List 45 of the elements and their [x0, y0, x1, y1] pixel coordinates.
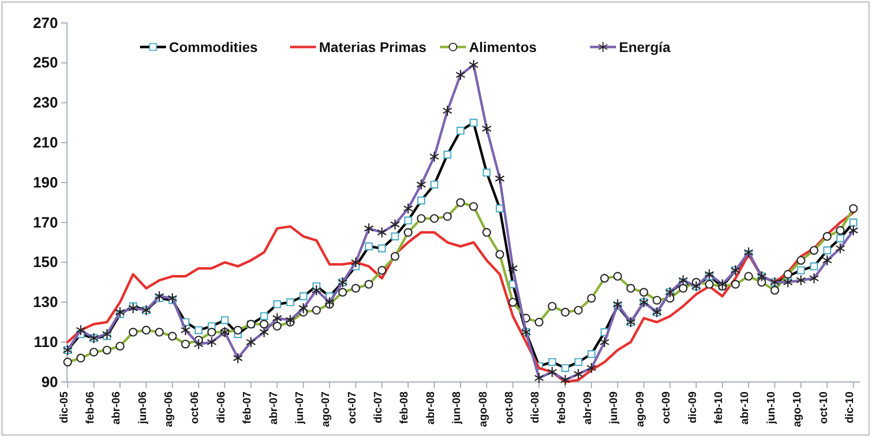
y-tick-label: 130 — [32, 294, 58, 312]
y-tick-label: 270 — [32, 14, 58, 32]
x-tick-label: dic-10 — [844, 392, 856, 424]
x-tick-label: feb-09 — [556, 392, 568, 424]
y-tick-label: 210 — [32, 134, 58, 152]
x-tick-label: abr-06 — [110, 392, 123, 425]
x-tick-label: jun-06 — [136, 392, 149, 425]
x-tick-label: feb-06 — [84, 392, 96, 424]
x-tick-label: jun-09 — [608, 392, 620, 425]
x-tick-label: feb-10 — [713, 392, 726, 424]
x-tick-label: oct-09 — [660, 392, 673, 424]
x-tick-label: jun-07 — [294, 392, 306, 425]
y-tick-label: 230 — [32, 94, 58, 112]
x-tick-label: abr-10 — [739, 392, 752, 425]
x-tick-label: ago-06 — [163, 392, 176, 427]
x-tick-label: dic-08 — [530, 392, 542, 424]
x-tick-label: ago-09 — [634, 392, 646, 427]
x-tick-label: abr-09 — [582, 392, 594, 425]
y-tick-label: 90 — [41, 374, 58, 391]
x-tick-label: oct-08 — [503, 392, 516, 424]
x-tick-label: dic-06 — [215, 392, 228, 424]
x-tick-label: jun-08 — [451, 392, 464, 425]
x-tick-label: ago-10 — [792, 392, 804, 427]
x-tick-label: oct-06 — [189, 392, 202, 424]
y-tick-label: 170 — [32, 214, 58, 232]
x-tick-label: dic-09 — [686, 392, 699, 424]
x-tick-label: feb-08 — [398, 392, 411, 424]
x-tick-label: ago-07 — [320, 392, 332, 427]
legend-label: Energía — [619, 38, 671, 55]
x-tick-label: oct-07 — [346, 392, 358, 424]
x-tick-label: dic-07 — [372, 392, 385, 424]
legend-label: Commodities — [169, 38, 258, 55]
legend-label: Alimentos — [469, 38, 537, 55]
y-tick-label: 250 — [32, 54, 58, 72]
legend-label: Materias Primas — [319, 38, 427, 55]
x-tick-label: oct-10 — [818, 392, 830, 424]
x-tick-label: jun-10 — [765, 392, 778, 425]
y-tick-label: 150 — [32, 254, 58, 272]
x-tick-label: abr-08 — [424, 392, 437, 425]
y-tick-label: 190 — [32, 174, 58, 192]
x-tick-label: dic-05 — [58, 392, 70, 424]
y-tick-label: 110 — [34, 334, 58, 351]
x-tick-label: abr-07 — [268, 392, 280, 425]
x-tick-label: feb-07 — [242, 392, 254, 424]
x-tick-label: ago-08 — [477, 392, 490, 427]
